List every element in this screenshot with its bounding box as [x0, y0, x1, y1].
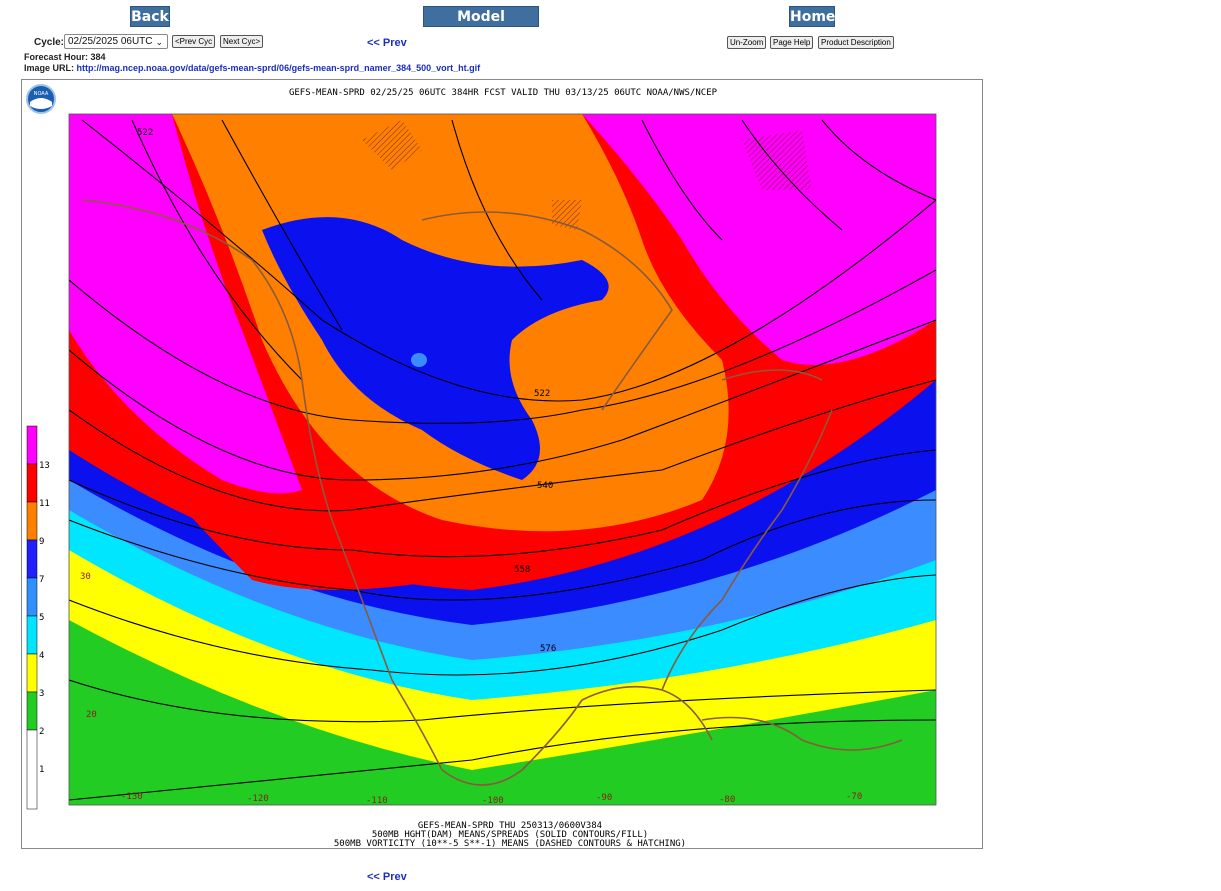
page-help-button[interactable]: Page Help — [770, 36, 814, 49]
lon-label: -100 — [482, 796, 504, 806]
legend-label: 13 — [39, 461, 50, 471]
prev-link-bottom[interactable]: << Prev — [367, 871, 407, 883]
footer-line-2: 500MB HGHT(DAM) MEANS/SPREADS (SOLID CON… — [372, 830, 648, 840]
forecast-hour-value: 384 — [90, 52, 106, 62]
lon-label: -80 — [719, 795, 735, 805]
cycle-select[interactable]: 02/25/2025 06UTC ⌄ — [64, 34, 168, 49]
chevron-down-icon: ⌄ — [155, 37, 163, 47]
contour-label: 522 — [534, 389, 550, 399]
lon-label: -120 — [247, 794, 269, 804]
forecast-map-image[interactable]: NOAA GEFS-MEAN-SPRD 02/25/25 06UTC 384HR… — [21, 79, 983, 849]
image-url-link[interactable]: http://mag.ncep.noaa.gov/data/gefs-mean-… — [76, 63, 481, 73]
legend-label: 4 — [39, 651, 44, 661]
contour-labels: 522 522 540 558 576 — [137, 128, 556, 654]
legend-label: 9 — [39, 537, 44, 547]
home-button[interactable]: Home — [789, 6, 835, 27]
model-guidance-button[interactable]: Model Guidance — [423, 6, 539, 46]
lon-label: -90 — [596, 793, 612, 803]
contour-label: 576 — [540, 644, 556, 654]
coastlines — [81, 199, 903, 786]
next-cycle-button[interactable]: Next Cyc> — [220, 35, 264, 48]
back-button[interactable]: Back — [130, 6, 170, 27]
map-footer: GEFS-MEAN-SPRD THU 250313/0600V384 500MB… — [334, 821, 686, 849]
legend-label: 7 — [39, 575, 44, 585]
prev-cycle-button[interactable]: <Prev Cyc — [172, 35, 216, 48]
forecast-hour-line: Forecast Hour: 384 — [24, 52, 106, 62]
contour-label: 522 — [137, 128, 153, 138]
spread-legend: 13 11 9 7 5 4 3 2 1 — [26, 425, 50, 810]
forecast-hour-label: Forecast Hour: — [24, 52, 89, 62]
lat-label: 30 — [80, 572, 91, 582]
cycle-label: Cycle: — [34, 37, 65, 48]
image-url-label: Image URL: — [24, 63, 75, 73]
contour-label: 558 — [514, 565, 530, 575]
cycle-select-value: 02/25/2025 06UTC — [68, 36, 153, 47]
unzoom-button[interactable]: Un-Zoom — [727, 36, 767, 49]
contour-label: 540 — [537, 481, 553, 491]
forecast-map-svg: NOAA GEFS-MEAN-SPRD 02/25/25 06UTC 384HR… — [26, 84, 937, 849]
height-contours — [69, 119, 936, 801]
footer-line-1: GEFS-MEAN-SPRD THU 250313/0600V384 — [418, 821, 602, 831]
lat-label: 20 — [86, 710, 97, 720]
lon-label: -70 — [846, 792, 862, 802]
lon-label: -130 — [121, 792, 143, 802]
lon-label: -110 — [366, 796, 388, 806]
graticule-labels: -130 -120 -110 -100 -90 -80 -70 30 20 — [80, 572, 862, 806]
noaa-logo: NOAA — [26, 84, 56, 114]
footer-line-3: 500MB VORTICITY (10**-5 S**-1) MEANS (DA… — [334, 839, 686, 848]
prev-link[interactable]: << Prev — [367, 37, 407, 49]
svg-text:NOAA: NOAA — [34, 91, 49, 97]
legend-label: 3 — [39, 689, 44, 699]
legend-label: 11 — [39, 499, 50, 509]
legend-label: 5 — [39, 613, 44, 623]
spread-fill — [69, 114, 936, 805]
legend-label: 2 — [39, 727, 44, 737]
legend-label: 1 — [39, 765, 44, 775]
map-header: GEFS-MEAN-SPRD 02/25/25 06UTC 384HR FCST… — [289, 88, 718, 98]
product-description-button[interactable]: Product Description — [818, 36, 894, 49]
image-url-line: Image URL: http://mag.ncep.noaa.gov/data… — [24, 63, 480, 73]
